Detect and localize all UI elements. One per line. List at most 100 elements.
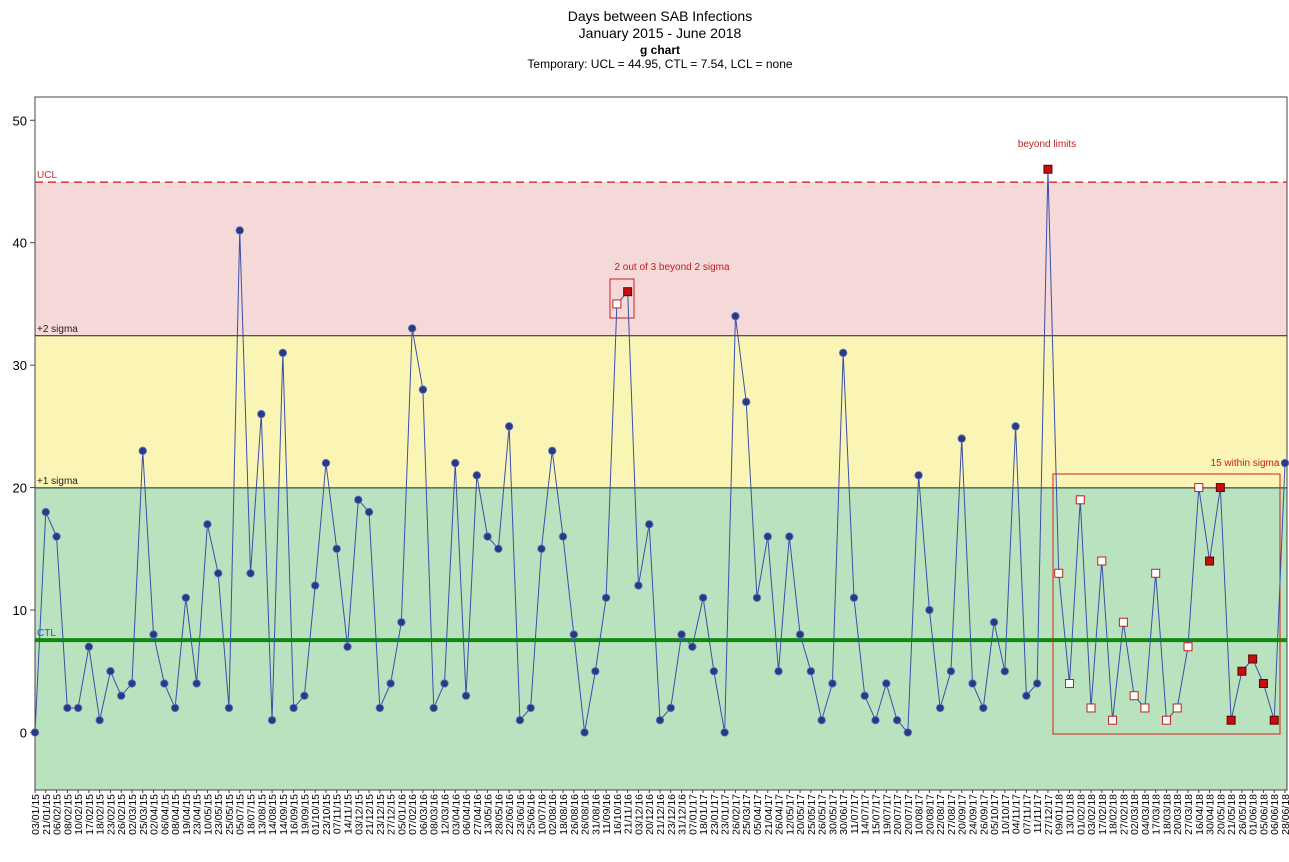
- x-tick-label: 18/07/15: [246, 794, 258, 835]
- x-tick-label: 15/07/17: [871, 794, 883, 835]
- x-tick-label: 26/08/16: [580, 794, 592, 835]
- x-tick-label: 01/10/15: [310, 794, 322, 835]
- data-point: [957, 434, 966, 443]
- data-point: [860, 691, 869, 700]
- x-tick-label: 10/07/16: [536, 794, 548, 835]
- data-point: [731, 311, 740, 321]
- x-tick-label: 22/08/17: [935, 794, 947, 835]
- data-point: [310, 581, 320, 590]
- x-tick-label: 11/09/16: [601, 794, 613, 834]
- data-point: [343, 642, 352, 651]
- x-tick-label: 30/05/17: [827, 794, 839, 835]
- data-point: [828, 679, 837, 688]
- x-tick-label: 20/08/17: [924, 794, 936, 835]
- data-point: [494, 544, 503, 553]
- data-point: [224, 703, 234, 713]
- x-tick-label: 21/12/16: [655, 794, 667, 835]
- limit-label: +1 sigma: [37, 476, 78, 487]
- data-point: [634, 581, 643, 590]
- data-point: [688, 642, 697, 651]
- x-tick-label: 19/07/17: [881, 794, 893, 835]
- x-tick-label: 03/02/18: [1086, 794, 1098, 835]
- data-point: [806, 667, 816, 676]
- x-tick-label: 26/05/18: [1237, 794, 1249, 835]
- x-tick-label: 06/04/15: [159, 794, 171, 835]
- data-point: [30, 728, 40, 737]
- data-point: [569, 630, 578, 639]
- x-tick-label: 13/05/16: [483, 794, 495, 835]
- x-tick-label: 10/10/17: [1000, 794, 1012, 835]
- x-tick-label: 23/02/15: [105, 794, 117, 835]
- x-tick-label: 03/12/15: [353, 794, 365, 835]
- flagged-point: [1226, 715, 1236, 725]
- data-point: [267, 716, 277, 725]
- x-tick-label: 27/08/17: [946, 794, 958, 835]
- x-tick-label: 31/12/16: [677, 794, 689, 835]
- data-point: [526, 703, 535, 713]
- data-point: [849, 593, 859, 602]
- flagged-point: [1064, 678, 1074, 688]
- x-tick-label: 01/06/18: [1248, 794, 1260, 835]
- data-point: [95, 716, 104, 725]
- data-point: [785, 532, 794, 541]
- x-tick-label: 25/05/17: [806, 794, 818, 835]
- data-point: [364, 507, 374, 517]
- x-tick-label: 08/03/16: [429, 794, 441, 835]
- data-point: [127, 679, 137, 688]
- band: [35, 97, 1287, 183]
- limit-label: CTL: [37, 628, 56, 639]
- data-point: [160, 679, 169, 688]
- data-point: [968, 679, 977, 688]
- flagged-point: [1054, 568, 1064, 578]
- limit-label: +2 sigma: [37, 324, 78, 335]
- data-point: [871, 716, 880, 725]
- flagged-point: [1194, 483, 1204, 493]
- data-point: [407, 324, 417, 333]
- annotation: 15 within sigma: [1211, 458, 1280, 469]
- x-tick-label: 30/04/18: [1205, 794, 1217, 835]
- data-point: [278, 348, 288, 358]
- flagged-point: [1215, 483, 1225, 493]
- data-point: [698, 593, 708, 602]
- x-tick-label: 21/04/17: [763, 794, 775, 835]
- flagged-point: [1248, 654, 1258, 664]
- x-tick-label: 08/02/15: [62, 794, 74, 835]
- x-tick-label: 23/01/17: [720, 794, 732, 835]
- x-tick-label: 21/12/15: [364, 794, 376, 835]
- x-tick-label: 27/02/18: [1118, 794, 1130, 835]
- flagged-point: [1118, 617, 1128, 627]
- data-point: [73, 703, 83, 713]
- data-point: [84, 642, 94, 651]
- data-point: [838, 348, 848, 358]
- flagged-point: [1269, 715, 1279, 725]
- flagged-point: [1086, 703, 1096, 713]
- data-point: [332, 544, 341, 553]
- data-point: [558, 532, 568, 541]
- x-tick-label: 19/04/15: [181, 794, 193, 835]
- data-point: [375, 703, 385, 713]
- chart-kind: g chart: [640, 43, 680, 57]
- x-tick-label: 06/04/16: [461, 794, 473, 835]
- y-tick-label: 10: [13, 603, 27, 618]
- flagged-point: [1140, 703, 1150, 713]
- x-tick-label: 28/05/16: [493, 794, 505, 835]
- x-tick-label: 12/05/17: [784, 794, 796, 835]
- data-point: [213, 569, 223, 578]
- data-point: [655, 716, 665, 725]
- x-tick-label: 23/04/15: [192, 794, 204, 835]
- x-tick-label: 28/06/18: [1280, 794, 1289, 835]
- data-point: [763, 532, 772, 541]
- data-point: [504, 422, 514, 431]
- x-tick-label: 18/08/16: [558, 794, 570, 835]
- y-tick-label: 50: [13, 113, 27, 128]
- data-point: [451, 458, 460, 468]
- x-tick-label: 10/02/15: [73, 794, 85, 835]
- x-tick-label: 10/05/15: [202, 794, 214, 835]
- band: [35, 335, 1287, 488]
- data-point: [979, 703, 988, 713]
- data-point: [257, 409, 266, 419]
- data-point: [989, 618, 999, 627]
- x-tick-label: 14/11/15: [343, 794, 355, 834]
- x-tick-label: 14/09/15: [278, 794, 290, 835]
